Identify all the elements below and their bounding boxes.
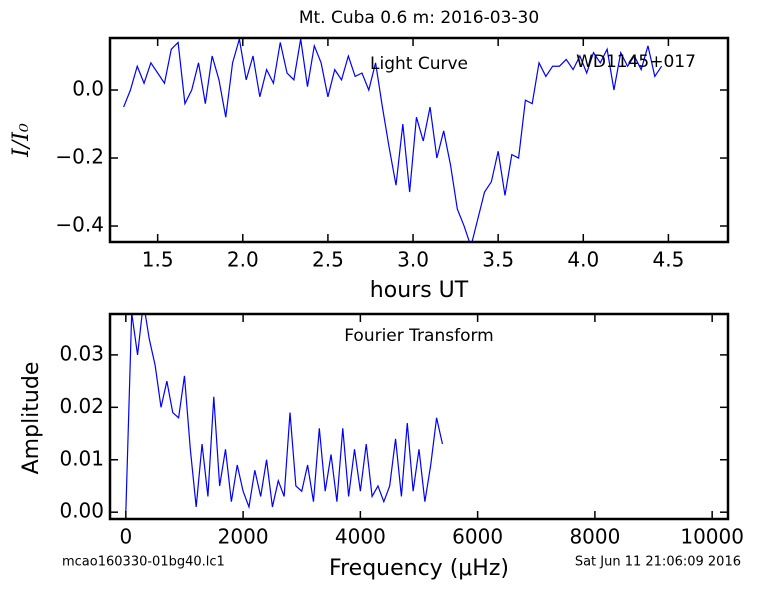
- x-tick-label: 4.0: [567, 248, 599, 272]
- x-tick-label: 3.0: [397, 248, 429, 272]
- y-tick-label: 0.02: [59, 394, 104, 418]
- data-line: [123, 38, 663, 242]
- y-tick-label: 0.00: [59, 499, 104, 523]
- x-tick-label: 4000: [335, 525, 386, 549]
- axes-frame: [108, 312, 730, 521]
- x-tick-label: 8000: [569, 525, 620, 549]
- x-tick-label: 2000: [218, 525, 269, 549]
- x-tick-label: 0: [119, 525, 132, 549]
- annotation: WD1145+017: [576, 52, 696, 72]
- annotation: Fourier Transform: [344, 326, 493, 346]
- x-tick-label: 2.0: [227, 248, 259, 272]
- x-axis-label: Frequency (μHz): [329, 556, 509, 581]
- y-tick-label: −0.4: [55, 213, 104, 237]
- x-axis-label: hours UT: [370, 278, 469, 303]
- y-tick-label: 0.01: [59, 446, 104, 470]
- y-tick-label: 0.03: [59, 341, 104, 365]
- data-line: [125, 314, 444, 513]
- annotation: Light Curve: [370, 54, 468, 74]
- footer-note: Sat Jun 11 21:06:09 2016: [575, 555, 741, 570]
- subplot: 0 2000 4000 6000 8000 10000 0.00 0.01 0.02 0.03 Fo…: [19, 312, 744, 581]
- x-tick-label: 3.5: [482, 248, 514, 272]
- footer-note: mcao160330-01bg40.lc1: [62, 555, 225, 570]
- x-tick-label: 4.5: [653, 248, 685, 272]
- y-axis-label: Amplitude: [19, 362, 44, 475]
- axes-frame: [108, 36, 730, 244]
- subplot: 1.5 2.0 2.5 3.0 3.5 4.0 4.5 −0.4 −0.2 0.0 Mt. Cuba…: [9, 8, 730, 303]
- y-tick-label: −0.2: [55, 145, 104, 169]
- x-tick-label: 2.5: [312, 248, 344, 272]
- y-tick-label: 0.0: [72, 77, 104, 101]
- y-axis-label: I/I₀: [9, 123, 34, 158]
- chart-title: Mt. Cuba 0.6 m: 2016-03-30: [299, 8, 539, 28]
- x-tick-label: 1.5: [142, 248, 174, 272]
- x-tick-label: 10000: [680, 525, 744, 549]
- x-tick-label: 6000: [452, 525, 503, 549]
